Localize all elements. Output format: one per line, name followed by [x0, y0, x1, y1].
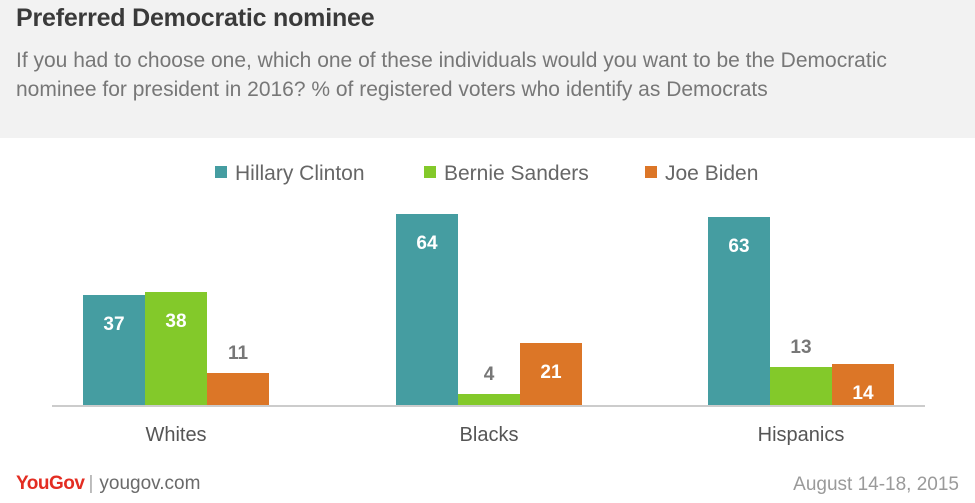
legend-label-hillary-clinton: Hillary Clinton — [235, 162, 365, 185]
chart-header: Preferred Democratic nominee If you had … — [0, 0, 975, 138]
data-label-hispanics-bernie-sanders: 13 — [790, 337, 811, 358]
bar-blacks-joe-biden — [520, 343, 582, 406]
survey-date: August 14-18, 2015 — [793, 474, 959, 495]
legend-swatch-hillary-clinton — [215, 166, 227, 178]
data-label-blacks-hillary-clinton: 64 — [416, 233, 438, 254]
legend-item-bernie-sanders: Bernie Sanders — [424, 162, 589, 185]
bar-blacks-bernie-sanders — [458, 394, 520, 406]
data-label-hispanics-joe-biden: 14 — [852, 383, 874, 404]
x-tick-blacks: Blacks — [460, 424, 519, 446]
data-label-hispanics-hillary-clinton: 63 — [728, 236, 749, 257]
legend-swatch-bernie-sanders — [424, 166, 436, 178]
x-tick-whites: Whites — [145, 424, 206, 446]
bar-whites-hillary-clinton — [83, 295, 145, 406]
x-tick-hispanics: Hispanics — [758, 424, 845, 446]
yougov-logo: YouGov — [16, 473, 85, 494]
bar-chart: Hillary Clinton Bernie Sanders Joe Biden 3… — [52, 162, 925, 446]
data-label-whites-joe-biden: 11 — [228, 343, 249, 364]
legend-item-joe-biden: Joe Biden — [645, 162, 758, 185]
bar-whites-bernie-sanders — [145, 292, 207, 406]
legend-label-joe-biden: Joe Biden — [665, 162, 758, 185]
data-label-blacks-joe-biden: 21 — [540, 362, 562, 383]
bar-hispanics-hillary-clinton — [708, 217, 770, 406]
website-link[interactable]: yougov.com — [99, 473, 201, 494]
data-label-whites-bernie-sanders: 38 — [165, 311, 186, 332]
yougov-branding: YouGov | yougov.com — [16, 473, 201, 494]
chart-subtitle: If you had to choose one, which one of t… — [16, 49, 887, 101]
chart-legend: Hillary Clinton Bernie Sanders Joe Biden — [215, 162, 758, 185]
legend-label-bernie-sanders: Bernie Sanders — [444, 162, 589, 185]
bar-hispanics-bernie-sanders — [770, 367, 832, 406]
legend-item-hillary-clinton: Hillary Clinton — [215, 162, 365, 185]
data-label-whites-hillary-clinton: 37 — [103, 314, 124, 335]
bar-whites-joe-biden — [207, 373, 269, 406]
bar-blacks-hillary-clinton — [396, 214, 458, 406]
bar-hispanics-joe-biden — [832, 364, 894, 406]
chart-title: Preferred Democratic nominee — [16, 4, 375, 32]
legend-swatch-joe-biden — [645, 166, 657, 178]
chart-bars: 37 38 11 64 4 21 63 13 14 — [83, 214, 894, 406]
data-label-blacks-bernie-sanders: 4 — [484, 364, 495, 385]
x-axis-ticks: Whites Blacks Hispanics — [145, 424, 844, 446]
